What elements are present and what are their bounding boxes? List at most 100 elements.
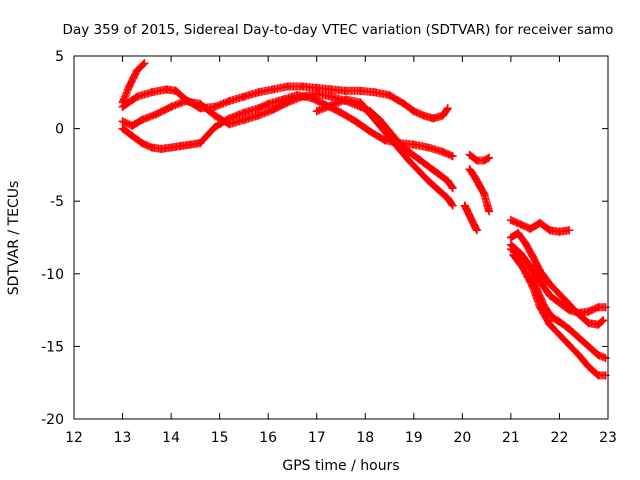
data-point <box>584 362 593 371</box>
data-point <box>147 143 156 152</box>
data-point <box>536 266 545 275</box>
data-point <box>147 88 156 97</box>
data-point <box>516 250 525 259</box>
data-point <box>395 144 404 153</box>
data-point <box>196 99 205 108</box>
data-point <box>438 111 447 120</box>
data-point <box>574 309 583 318</box>
data-point <box>584 307 593 316</box>
data-point <box>485 153 494 162</box>
data-point <box>521 239 530 248</box>
data-point <box>239 108 248 117</box>
series-track-13 <box>509 250 610 380</box>
data-point <box>516 220 525 229</box>
data-point <box>118 102 127 111</box>
data-point <box>264 99 273 108</box>
data-point <box>341 95 350 104</box>
data-point <box>506 233 515 242</box>
x-tick-label: 23 <box>599 430 617 446</box>
data-point <box>133 66 142 75</box>
data-point <box>475 181 484 190</box>
data-point <box>424 176 433 185</box>
data-point <box>137 115 146 124</box>
x-tick-label: 22 <box>551 430 569 446</box>
data-point <box>545 226 554 235</box>
data-point <box>414 155 423 164</box>
data-point <box>434 169 443 178</box>
y-tick-label: -15 <box>41 339 64 355</box>
x-tick-label: 19 <box>405 430 423 446</box>
data-point <box>506 216 515 225</box>
data-point <box>429 114 438 123</box>
data-point <box>485 207 494 216</box>
data-point <box>254 111 263 120</box>
data-point <box>162 85 171 94</box>
data-point <box>443 176 452 185</box>
data-point <box>404 156 413 165</box>
data-point <box>434 185 443 194</box>
data-point <box>545 320 554 329</box>
x-tick-label: 16 <box>259 430 277 446</box>
data-point <box>584 342 593 351</box>
x-tick-label: 12 <box>65 430 83 446</box>
x-axis-ticks: 12 13 14 15 16 17 18 19 20 21 22 23 <box>65 56 617 446</box>
data-point <box>298 82 307 91</box>
data-point <box>545 279 554 288</box>
series-track-8 <box>460 201 481 235</box>
data-point <box>366 110 375 119</box>
data-point <box>536 218 545 227</box>
data-point <box>448 184 457 193</box>
data-point <box>526 262 535 271</box>
data-point <box>385 91 394 100</box>
data-point <box>555 330 564 339</box>
data-point <box>327 92 336 101</box>
x-tick-label: 21 <box>502 430 520 446</box>
data-point <box>118 117 127 126</box>
data-point <box>545 291 554 300</box>
data-point <box>210 102 219 111</box>
data-point <box>465 211 474 220</box>
data-point <box>409 107 418 116</box>
data-point <box>356 86 365 95</box>
data-point <box>181 97 190 106</box>
data-point <box>555 290 564 299</box>
data-point <box>419 111 428 120</box>
data-point <box>465 165 474 174</box>
data-point <box>366 127 375 136</box>
data-point <box>472 226 481 235</box>
data-point <box>128 121 137 130</box>
plot-frame <box>73 55 609 420</box>
data-point <box>351 117 360 126</box>
series-track-10 <box>506 229 608 329</box>
series-track-1 <box>118 59 149 107</box>
data-point <box>470 172 479 181</box>
data-point <box>404 147 413 156</box>
data-point <box>167 102 176 111</box>
data-point <box>327 85 336 94</box>
series-track-9 <box>506 216 574 236</box>
data-point <box>210 123 219 132</box>
y-axis-ticks: 5 0 -5 -10 -15 -20 <box>41 49 608 428</box>
data-point <box>594 320 603 329</box>
data-point <box>370 88 379 97</box>
data-point <box>269 105 278 114</box>
data-point <box>385 133 394 142</box>
series-track-7 <box>465 165 494 216</box>
y-tick-label: 0 <box>55 122 64 138</box>
x-tick-label: 18 <box>356 430 374 446</box>
data-point <box>472 156 481 165</box>
data-point <box>269 85 278 94</box>
x-tick-label: 13 <box>114 430 132 446</box>
data-point <box>196 139 205 148</box>
data-point <box>574 351 583 360</box>
data-point <box>254 88 263 97</box>
series-track-6 <box>465 150 494 165</box>
data-point <box>118 124 127 133</box>
data-point <box>176 142 185 151</box>
data-point <box>239 92 248 101</box>
data-point <box>298 92 307 101</box>
y-axis-label: SDTVAR / TECUs <box>6 181 22 296</box>
data-point <box>312 107 321 116</box>
